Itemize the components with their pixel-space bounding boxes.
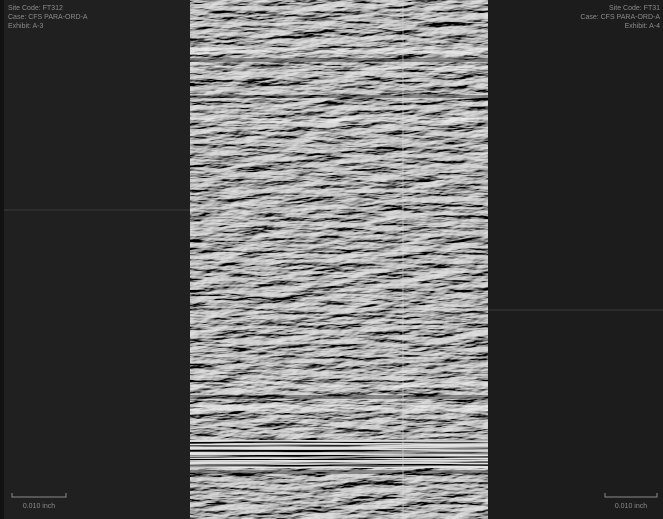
exhibit: Exhibit: A-4 — [625, 23, 661, 30]
case: Case: CFS PARA-ORD-A — [580, 14, 660, 21]
exhibit: Exhibit: A-3 — [8, 23, 44, 30]
site-code: Site Code: FT312 — [8, 5, 63, 12]
scale-label: 0.010 inch — [23, 503, 55, 510]
right-dark-panel — [488, 0, 663, 519]
case: Case: CFS PARA-ORD-A — [8, 14, 88, 21]
fine-striae-band — [190, 440, 488, 468]
left-dark-panel — [4, 0, 190, 519]
site-code: Site Code: FT31 — [609, 5, 660, 12]
comparison-view: Site Code: FT312 Case: CFS PARA-ORD-A Ex… — [0, 0, 663, 519]
scale-label: 0.010 inch — [615, 503, 647, 510]
